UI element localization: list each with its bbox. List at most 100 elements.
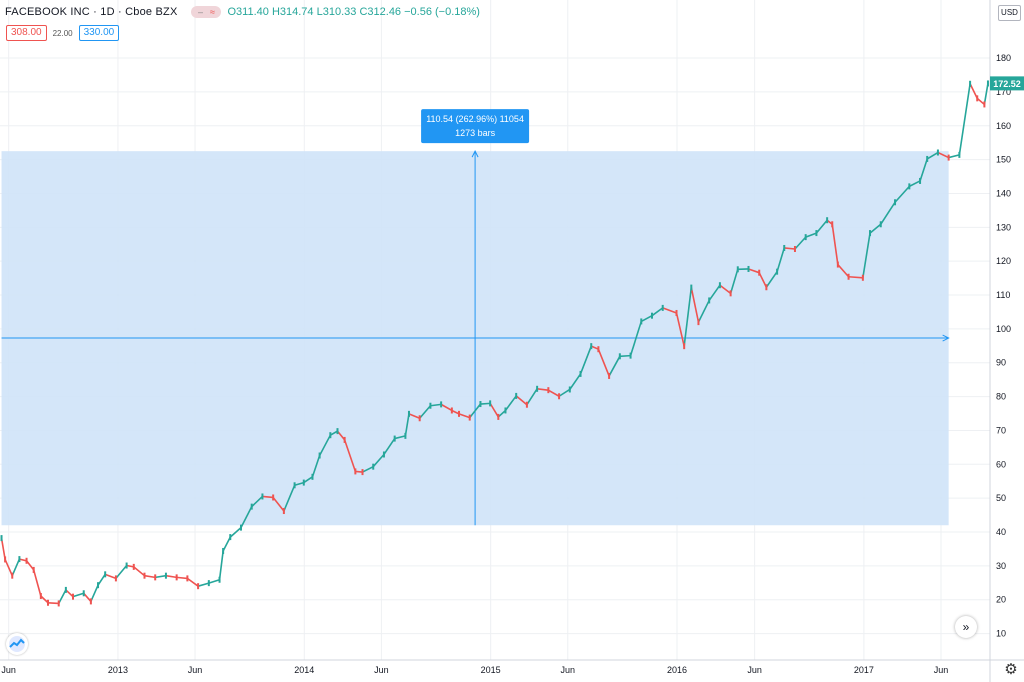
price-point bbox=[302, 479, 305, 486]
price-point bbox=[164, 572, 167, 579]
price-segment bbox=[862, 232, 871, 278]
price-point bbox=[783, 244, 786, 251]
price-point bbox=[708, 297, 711, 304]
price-point bbox=[969, 80, 972, 87]
price-point bbox=[293, 482, 296, 489]
price-segment bbox=[608, 355, 621, 377]
price-segment bbox=[47, 601, 59, 605]
price-segment bbox=[569, 373, 582, 390]
price-segment bbox=[784, 247, 796, 250]
price-point bbox=[97, 582, 100, 589]
price-point bbox=[343, 436, 346, 443]
price-segment bbox=[547, 389, 560, 397]
price-point bbox=[393, 435, 396, 442]
price-segment bbox=[186, 577, 199, 587]
y-tick-label: 90 bbox=[996, 358, 1006, 368]
open-value: 311.40 bbox=[236, 6, 269, 18]
price-point bbox=[0, 535, 3, 542]
price-segment bbox=[208, 578, 220, 584]
x-tick-label: 2016 bbox=[667, 665, 687, 675]
close-value: 312.46 bbox=[367, 6, 402, 18]
price-segment bbox=[343, 439, 357, 472]
price-point bbox=[104, 571, 107, 578]
price-point bbox=[57, 600, 60, 607]
gear-icon[interactable]: ⚙ bbox=[1004, 661, 1018, 678]
price-point bbox=[458, 410, 461, 417]
price-point bbox=[675, 309, 678, 316]
price-point bbox=[132, 563, 135, 570]
price-segment bbox=[311, 455, 321, 478]
price-point bbox=[793, 245, 796, 252]
price-point bbox=[282, 508, 285, 515]
price-point bbox=[440, 401, 443, 408]
price-point bbox=[497, 413, 500, 420]
price-point bbox=[229, 534, 232, 541]
y-tick-label: 130 bbox=[996, 222, 1011, 232]
price-segment bbox=[831, 224, 839, 265]
price-segment bbox=[197, 582, 210, 587]
price-point bbox=[114, 575, 117, 582]
price-point bbox=[568, 386, 571, 393]
eye-toggle[interactable]: – ≈ bbox=[191, 6, 222, 18]
price-segment bbox=[218, 550, 224, 580]
y-tick-label: 160 bbox=[996, 121, 1011, 131]
price-segment bbox=[19, 558, 27, 562]
symbol-title[interactable]: FACEBOOK INC · 1D · Cboe BZX bbox=[5, 6, 178, 18]
y-tick-label: 100 bbox=[996, 324, 1011, 334]
price-segment bbox=[104, 573, 117, 580]
price-segment bbox=[958, 83, 971, 155]
price-segment bbox=[926, 151, 939, 160]
price-segment bbox=[383, 438, 396, 455]
price-point bbox=[826, 217, 829, 224]
y-tick-label: 180 bbox=[996, 53, 1011, 63]
price-segment bbox=[240, 506, 253, 528]
price-segment bbox=[708, 284, 721, 301]
price-point bbox=[250, 503, 253, 510]
price-segment bbox=[11, 558, 21, 576]
price-segment bbox=[662, 307, 677, 314]
bid-button[interactable]: 308.00 bbox=[6, 25, 47, 41]
price-point bbox=[450, 407, 453, 414]
price-segment bbox=[629, 321, 643, 356]
price-segment bbox=[372, 453, 385, 468]
price-segment bbox=[355, 470, 363, 473]
price-segment bbox=[451, 409, 460, 415]
price-point bbox=[831, 221, 834, 228]
price-segment bbox=[336, 430, 346, 441]
tradingview-logo-icon[interactable] bbox=[6, 633, 28, 655]
price-segment bbox=[133, 566, 145, 577]
spread-value: 22.00 bbox=[52, 28, 73, 38]
x-tick-label: 2015 bbox=[481, 665, 501, 675]
price-point bbox=[207, 580, 210, 587]
price-segment bbox=[229, 527, 242, 538]
price-segment bbox=[458, 413, 470, 419]
price-point bbox=[947, 154, 950, 161]
ask-button[interactable]: 330.00 bbox=[78, 25, 120, 41]
price-point bbox=[361, 469, 364, 476]
price-segment bbox=[948, 154, 960, 159]
date-price-range-tool: 110.54 (262.96%) 11054 1273 bars bbox=[1, 109, 950, 526]
price-segment bbox=[590, 345, 599, 350]
price-point bbox=[329, 432, 332, 439]
price-segment bbox=[937, 151, 949, 159]
price-point bbox=[869, 230, 872, 237]
price-segment bbox=[919, 158, 928, 182]
price-segment bbox=[419, 405, 432, 419]
x-tick-label: 2014 bbox=[294, 665, 314, 675]
price-point bbox=[776, 268, 779, 275]
price-point bbox=[804, 234, 807, 241]
price-segment bbox=[4, 559, 13, 577]
price-segment bbox=[0, 537, 6, 560]
scroll-to-realtime-icon[interactable]: » bbox=[955, 616, 977, 638]
y-tick-label: 140 bbox=[996, 188, 1011, 198]
price-point bbox=[504, 407, 507, 414]
price-point bbox=[590, 343, 593, 350]
close-label: C bbox=[359, 6, 368, 18]
symbol-legend: FACEBOOK INC · 1D · Cboe BZX – ≈ O311.40… bbox=[5, 4, 480, 20]
change-value: −0.56 (−0.18%) bbox=[404, 6, 480, 18]
currency-button[interactable]: USD bbox=[998, 5, 1021, 21]
price-point bbox=[25, 557, 28, 564]
price-point bbox=[894, 199, 897, 206]
y-tick-label: 40 bbox=[996, 527, 1006, 537]
